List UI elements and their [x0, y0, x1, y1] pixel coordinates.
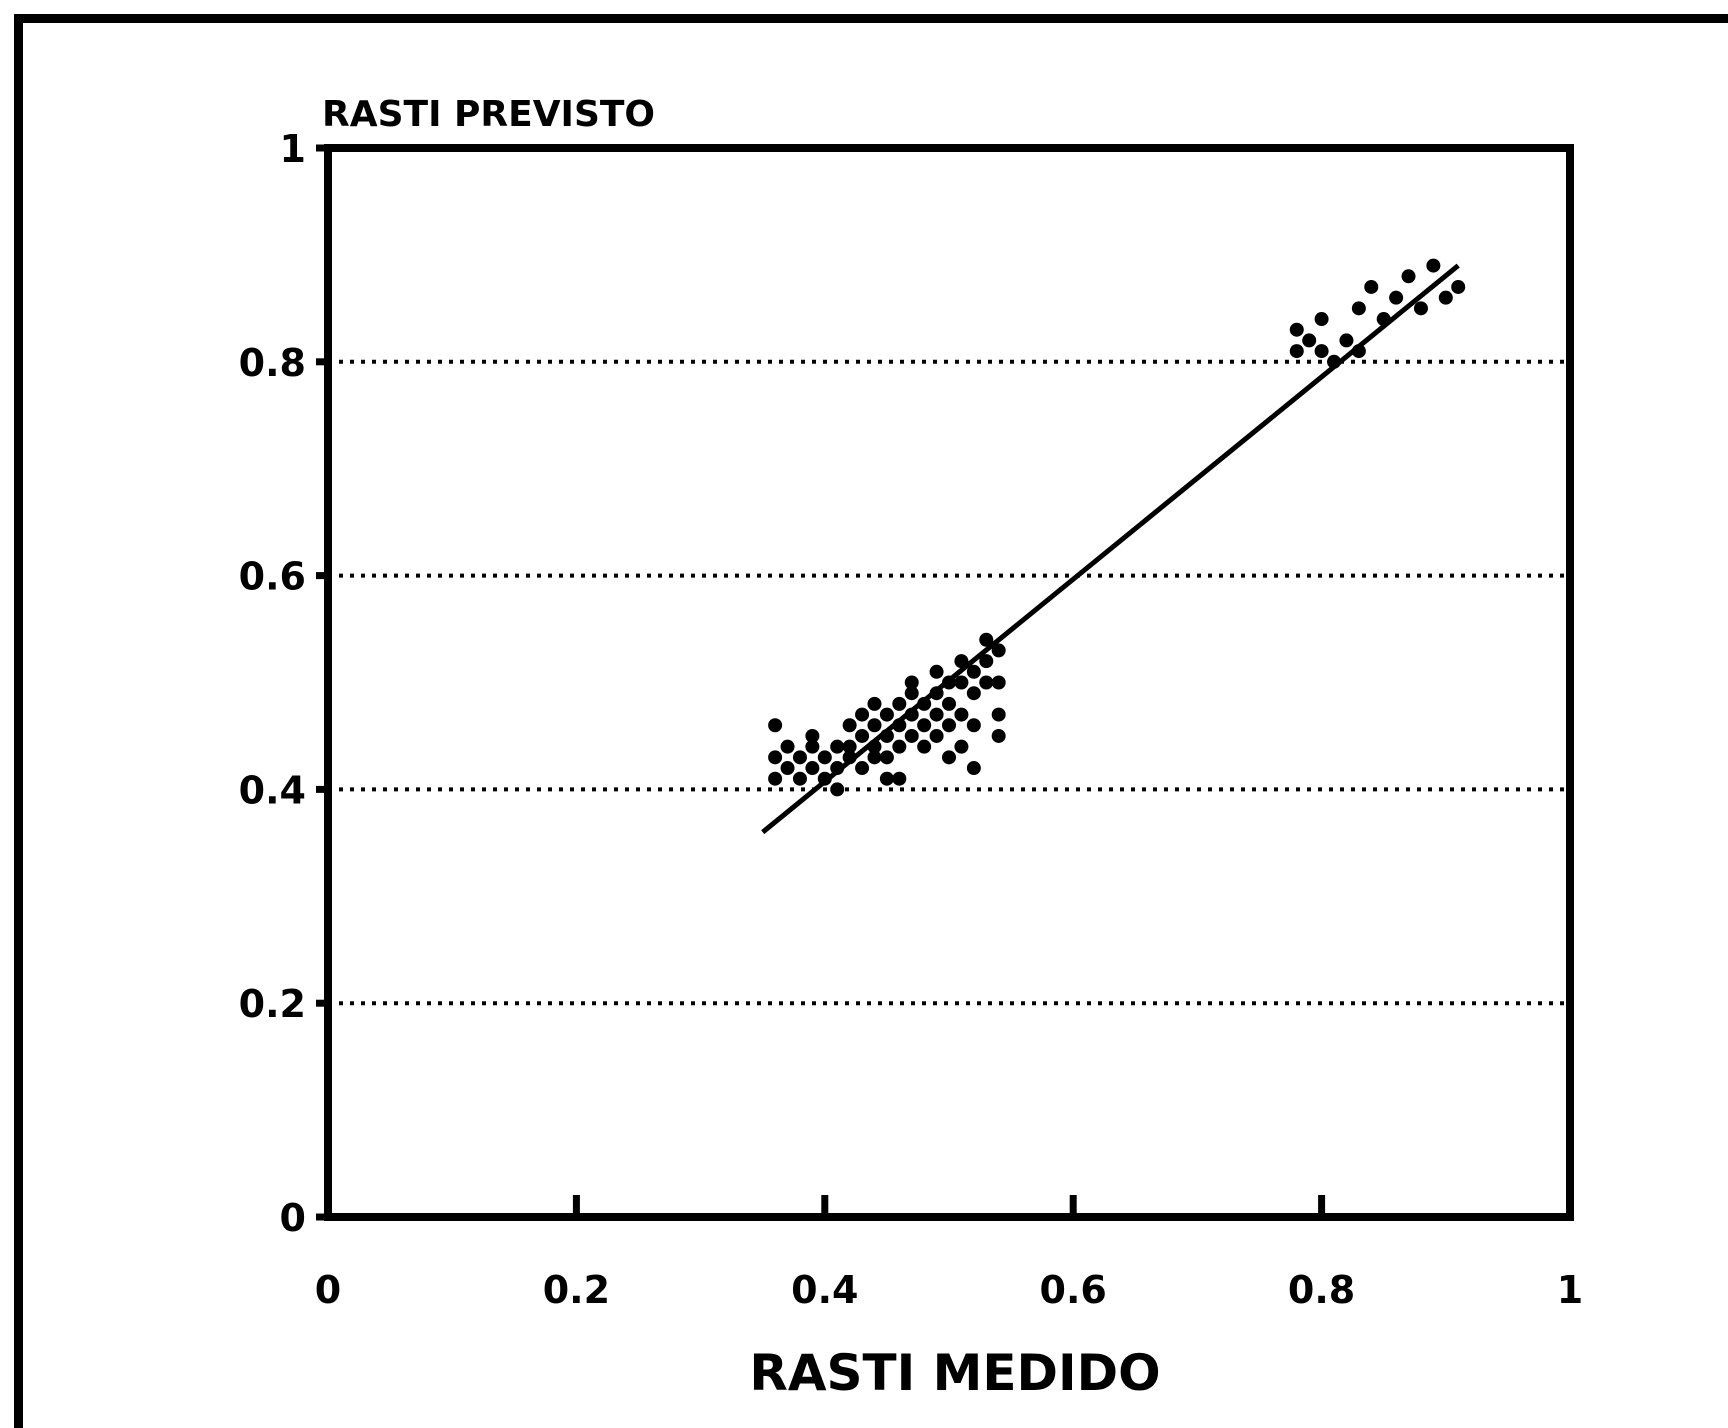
data-point-69	[1339, 333, 1354, 348]
data-point-48	[954, 675, 969, 690]
data-point-52	[966, 664, 981, 679]
y-tick-label-2: 0.4	[239, 768, 306, 812]
data-point-60	[991, 675, 1006, 690]
data-point-59	[991, 643, 1006, 658]
data-point-22	[867, 718, 882, 733]
x-tick-label-5: 1	[1557, 1268, 1583, 1312]
data-point-70	[1351, 301, 1366, 316]
data-point-54	[966, 718, 981, 733]
data-point-6	[792, 771, 807, 786]
data-point-67	[1314, 344, 1329, 359]
data-point-55	[966, 761, 981, 776]
data-point-65	[1302, 333, 1317, 348]
data-point-19	[855, 761, 870, 776]
data-point-74	[1389, 290, 1404, 305]
y-tick-label-5: 1	[280, 127, 306, 171]
data-point-76	[1413, 301, 1428, 316]
data-point-26	[879, 707, 894, 722]
data-point-23	[867, 750, 882, 765]
data-point-46	[942, 718, 956, 733]
y-tick-label-4: 0.8	[239, 341, 306, 385]
data-point-63	[1289, 322, 1304, 337]
data-point-42	[929, 664, 944, 679]
data-point-9	[805, 728, 820, 743]
data-point-62	[991, 728, 1006, 743]
data-point-56	[979, 654, 994, 669]
data-point-14	[830, 782, 845, 797]
data-point-35	[904, 686, 919, 701]
x-tick-label-3: 0.6	[1040, 1268, 1107, 1312]
data-point-34	[904, 728, 919, 743]
y-tick-label-0: 0	[280, 1196, 306, 1240]
data-point-5	[792, 750, 807, 765]
x-axis-title: RASTI MEDIDO	[749, 1344, 1160, 1402]
fit-line	[761, 263, 1460, 835]
x-tick-label-4: 0.8	[1288, 1268, 1355, 1312]
data-point-64	[1289, 344, 1304, 359]
data-point-41	[929, 707, 944, 722]
data-point-1	[768, 750, 783, 765]
data-point-27	[879, 750, 894, 765]
data-point-78	[1438, 290, 1453, 305]
x-tick-label-0: 0	[315, 1268, 341, 1312]
data-point-3	[780, 761, 795, 776]
data-point-53	[966, 686, 981, 701]
data-point-66	[1314, 312, 1329, 327]
y-tick-label-1: 0.2	[239, 982, 306, 1026]
data-point-18	[855, 728, 870, 743]
data-point-4	[780, 739, 795, 754]
data-point-36	[904, 675, 919, 690]
x-tick-label-2: 0.4	[791, 1268, 858, 1312]
y-tick-label-3: 0.6	[239, 555, 306, 599]
data-point-31	[892, 739, 907, 754]
data-point-30	[892, 696, 907, 711]
data-point-43	[929, 728, 944, 743]
figure-frame	[14, 14, 1728, 1428]
data-point-0	[768, 718, 783, 733]
data-point-79	[1451, 279, 1466, 294]
data-point-39	[917, 739, 932, 754]
data-point-37	[917, 718, 932, 733]
data-point-58	[979, 632, 994, 647]
data-point-28	[879, 771, 894, 786]
data-point-15	[842, 739, 857, 754]
data-point-24	[867, 696, 882, 711]
data-point-72	[1364, 279, 1379, 294]
plot-frame	[324, 144, 1574, 1221]
data-point-50	[954, 707, 969, 722]
data-point-61	[991, 707, 1006, 722]
data-point-2	[768, 771, 783, 786]
data-point-8	[805, 761, 820, 776]
data-point-77	[1426, 258, 1441, 273]
x-tick-label-1: 0.2	[543, 1268, 610, 1312]
data-point-44	[942, 696, 956, 711]
data-point-75	[1401, 269, 1416, 284]
data-point-16	[842, 718, 857, 733]
data-point-51	[954, 739, 969, 754]
data-point-7	[805, 739, 820, 754]
data-point-13	[830, 739, 845, 754]
data-point-20	[855, 707, 870, 722]
data-point-11	[817, 750, 832, 765]
y-axis-title: RASTI PREVISTO	[322, 94, 655, 135]
data-point-57	[979, 675, 994, 690]
data-point-47	[942, 750, 956, 765]
data-point-32	[892, 771, 907, 786]
